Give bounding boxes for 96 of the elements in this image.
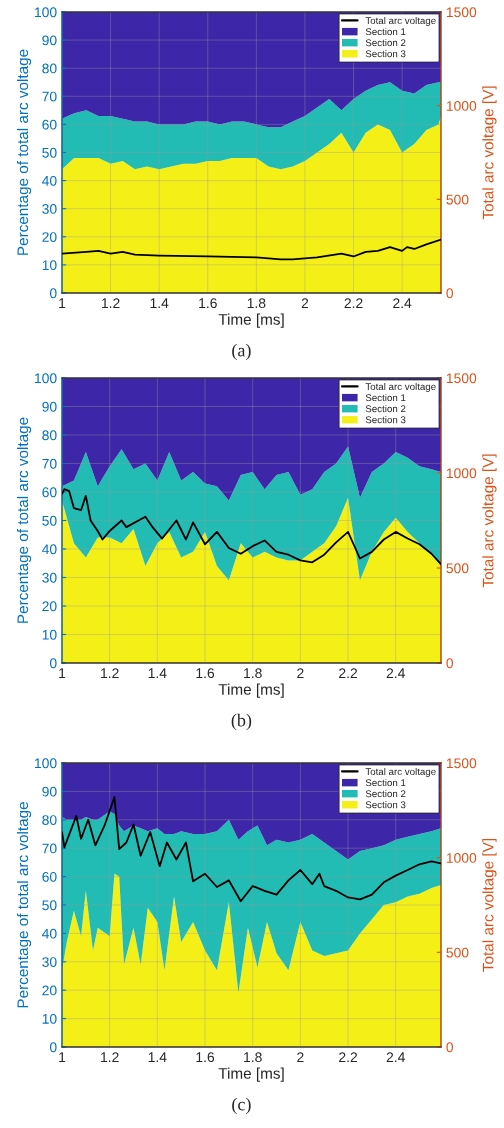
- y-tick-label: 70: [42, 843, 57, 854]
- y-tick-label: 10: [42, 260, 57, 271]
- legend-label: Section 3: [365, 801, 406, 809]
- x-tick-label: 2: [297, 1052, 304, 1062]
- y2-tick-label: 500: [446, 194, 469, 205]
- line-series: [62, 796, 441, 903]
- legend-label: Total arc voltage: [365, 767, 436, 777]
- y2-tick-label: 1000: [446, 853, 477, 863]
- x-tick-label: 1.6: [196, 1052, 215, 1063]
- y-axis-title: Percentage of total arc voltage: [16, 802, 32, 1008]
- x-tick-label: 2.4: [393, 298, 412, 308]
- legend-label: Section 1: [365, 27, 406, 36]
- y2-tick-label: 1500: [446, 758, 477, 769]
- x-axis-title: Time [ms]: [218, 1067, 284, 1082]
- legend-label: Section 1: [365, 778, 406, 787]
- y-tick-label: 20: [42, 232, 57, 242]
- x-tick-label: 1.4: [150, 298, 169, 308]
- y2-axis-title: Total arc voltage [V]: [482, 839, 497, 972]
- x-tick-label: 1: [59, 298, 66, 308]
- y-tick-label: 30: [42, 572, 57, 583]
- x-tick-label: 1: [59, 1052, 66, 1062]
- legend-label: Section 3: [365, 50, 406, 58]
- x-tick-label: 2.2: [344, 298, 363, 308]
- y-tick-label: 0: [49, 288, 57, 299]
- x-tick-label: 1.8: [244, 668, 262, 679]
- y-tick-label: 100: [35, 373, 57, 384]
- x-tick-label: 1.4: [148, 668, 167, 678]
- y2-tick-label: 1500: [446, 373, 477, 384]
- y-tick-label: 60: [42, 119, 57, 130]
- legend-label: Total arc voltage: [365, 16, 436, 26]
- text: (c): [232, 1097, 251, 1115]
- legend-label: Section 3: [365, 416, 406, 424]
- x-axis-title: Time [ms]: [218, 683, 284, 698]
- y-tick-label: 90: [42, 401, 57, 412]
- x-tick-label: 1: [59, 668, 66, 678]
- y-tick-label: 40: [42, 928, 57, 939]
- text: (b): [231, 713, 252, 731]
- y-tick-label: 90: [42, 35, 57, 46]
- y-tick-label: 10: [42, 629, 57, 640]
- x-tick-label: 2.2: [339, 1052, 357, 1062]
- y2-tick-label: 500: [446, 563, 469, 574]
- y-tick-label: 80: [42, 815, 57, 825]
- x-tick-label: 1.6: [196, 668, 215, 679]
- x-axis-title: Time [ms]: [218, 313, 284, 328]
- y2-axis-title: Total arc voltage [V]: [482, 454, 497, 588]
- y-tick-label: 80: [42, 430, 57, 441]
- legend-label: Total arc voltage: [365, 382, 436, 392]
- y-tick-label: 90: [42, 786, 57, 797]
- x-tick-label: 1.8: [244, 1052, 262, 1063]
- legend-label: Section 2: [365, 39, 406, 47]
- legend-label: Section 2: [365, 790, 406, 798]
- x-tick-label: 1.2: [101, 668, 119, 678]
- line-series: [62, 238, 441, 261]
- x-tick-label: 1.2: [101, 1052, 119, 1062]
- y-tick-label: 40: [42, 175, 57, 186]
- y2-tick-label: 500: [446, 947, 469, 958]
- line-series: [62, 488, 441, 566]
- x-tick-label: 2: [301, 298, 309, 308]
- y-tick-label: 0: [49, 1042, 57, 1053]
- x-tick-label: 2: [297, 668, 304, 678]
- x-tick-label: 2.4: [386, 1052, 405, 1062]
- y2-axis-title: Total arc voltage [V]: [482, 86, 497, 220]
- y-tick-label: 60: [42, 487, 57, 498]
- y-tick-label: 70: [42, 458, 57, 469]
- y-tick-label: 50: [42, 147, 57, 158]
- y2-tick-label: 1500: [446, 7, 477, 18]
- x-tick-label: 1.6: [199, 298, 217, 309]
- x-tick-label: 1.4: [148, 1052, 167, 1062]
- y-axis-title: Percentage of total arc voltage: [16, 49, 32, 255]
- y-tick-label: 80: [42, 63, 57, 74]
- y2-tick-label: 1000: [446, 101, 477, 111]
- legend-label: Section 1: [365, 393, 406, 402]
- y-tick-label: 0: [49, 658, 57, 669]
- y-tick-label: 100: [35, 758, 57, 769]
- y-tick-label: 50: [42, 900, 57, 911]
- y-tick-label: 20: [42, 601, 57, 612]
- y2-tick-label: 0: [446, 1042, 454, 1053]
- y2-tick-label: 0: [446, 288, 454, 299]
- y-tick-label: 30: [42, 957, 57, 967]
- legend-label: Section 2: [365, 405, 406, 413]
- x-tick-label: 2.2: [339, 668, 357, 678]
- y2-tick-label: 1000: [446, 468, 477, 479]
- x-tick-label: 1.8: [247, 298, 266, 309]
- y-tick-label: 100: [35, 7, 57, 18]
- y-tick-label: 60: [42, 871, 57, 882]
- y-tick-label: 20: [42, 985, 57, 996]
- x-tick-label: 1.2: [102, 298, 120, 308]
- y-tick-label: 70: [42, 91, 57, 102]
- y-tick-label: 30: [42, 204, 57, 214]
- text: (a): [232, 343, 251, 361]
- y-axis-title: Percentage of total arc voltage: [16, 417, 32, 623]
- y2-tick-label: 0: [446, 658, 454, 669]
- y-tick-label: 50: [42, 515, 57, 526]
- x-tick-label: 2.4: [386, 668, 405, 678]
- y-tick-label: 40: [42, 544, 57, 555]
- y-tick-label: 10: [42, 1013, 57, 1024]
